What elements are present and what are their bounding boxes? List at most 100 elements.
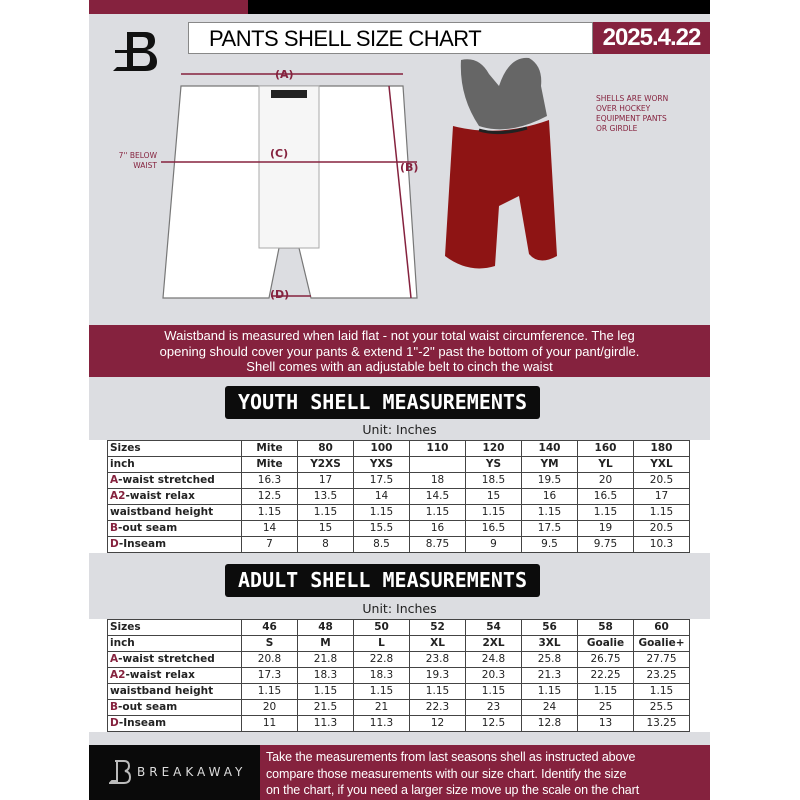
table-row: D-Inseam 11 11.3 11.3 12 12.5 12.8 13 13.25 [107,715,690,732]
measure-name: -waist relax [125,669,195,681]
table-cell: 11 [241,715,298,732]
table-cell: 23.25 [633,667,690,684]
table-row: waistband height 1.15 1.15 1.15 1.15 1.15 1.15… [107,683,690,700]
table-cell: 12.5 [465,715,522,732]
table-cell: 18.5 [465,472,522,489]
table-cell: 1.15 [409,504,466,521]
table-cell: 21 [353,699,410,716]
label-a: (A) [275,68,294,81]
table-row: inch Mite Y2XS YXS YS YM YL YXL [107,456,690,473]
measure-name: waistband height [110,685,214,697]
row-label: inch [107,456,242,473]
footer-line: on the chart, if you need a larger size … [266,783,640,797]
table-cell: 14 [353,488,410,505]
measure-code: A2 [110,669,126,681]
table-cell: 25.8 [521,651,578,668]
footer-brand: BREAKAWAY [89,745,260,800]
measure-name: inch [110,458,135,470]
table-cell: Mite [241,456,298,473]
row-label: A-waist stretched [107,651,242,668]
measure-name: -Inseam [118,717,167,729]
table-cell: 13.25 [633,715,690,732]
info-line: Shell comes with an adjustable belt to c… [246,359,553,374]
table-cell: 1.15 [353,683,410,700]
youth-table: Sizes Mite 80 100 110 120 140 160 180 inch Mite Y2X… [89,440,710,553]
table-cell: 100 [353,440,410,457]
table-cell: 22.3 [409,699,466,716]
measure-code: D [110,717,119,729]
table-row: A2-waist relax 17.3 18.3 18.3 19.3 20.3 21.3 22… [107,667,690,684]
table-cell: 60 [633,619,690,636]
table-cell: 15 [465,488,522,505]
info-band: Waistband is measured when laid flat - n… [89,325,710,377]
measure-name: -out seam [118,522,178,534]
table-cell: 11.3 [353,715,410,732]
table-cell: Goalie [577,635,634,652]
table-cell: 9 [465,536,522,553]
table-cell: Y2XS [297,456,354,473]
table-cell: 24 [521,699,578,716]
measure-code: A2 [110,490,126,502]
adult-table: Sizes 46 48 50 52 54 56 58 60 inch S M L XL 2XL 3XL Goal… [89,619,710,732]
label-c: (C) [270,147,289,160]
table-cell: 21.8 [297,651,354,668]
row-label: B-out seam [107,699,242,716]
table-cell: 15 [297,520,354,537]
measure-code: A [110,653,119,665]
table-cell: 20.8 [241,651,298,668]
label-d: (D) [270,288,290,301]
table-cell: 1.15 [297,504,354,521]
measure-name: -waist stretched [118,474,215,486]
table-cell: 110 [409,440,466,457]
table-cell: 1.15 [577,683,634,700]
table-cell: 27.75 [633,651,690,668]
table-cell: 3XL [521,635,578,652]
table-cell: 1.15 [633,683,690,700]
table-cell: 1.15 [409,683,466,700]
measure-code: B [110,701,119,713]
table-row: Sizes Mite 80 100 110 120 140 160 180 [107,440,690,457]
table-cell: 1.15 [577,504,634,521]
footer-line: compare those measurements with our size… [266,766,627,781]
table-cell: 13 [577,715,634,732]
table-cell: 17 [297,472,354,489]
table-cell: 12.8 [521,715,578,732]
row-label: A2-waist relax [107,667,242,684]
brand-logo [113,32,157,71]
table-cell: 1.15 [633,504,690,521]
table-cell: 14.5 [409,488,466,505]
table-row: inch S M L XL 2XL 3XL Goalie Goalie+ [107,635,690,652]
table-cell: 25.5 [633,699,690,716]
table-cell: 1.15 [241,683,298,700]
table-cell: 17.5 [521,520,578,537]
row-label: waistband height [107,683,242,700]
table-cell: 22.8 [353,651,410,668]
row-label: D-Inseam [107,536,242,553]
table-cell: YM [521,456,578,473]
table-cell: 16.5 [577,488,634,505]
table-cell: 18 [409,472,466,489]
table-cell: 54 [465,619,522,636]
table-cell: 12.5 [241,488,298,505]
table-cell: 20.3 [465,667,522,684]
measure-code: B [110,522,119,534]
table-row: waistband height 1.15 1.15 1.15 1.15 1.15 1.15… [107,504,690,521]
table-cell: L [353,635,410,652]
table-cell: 20 [577,472,634,489]
table-row: B-out seam 14 15 15.5 16 16.5 17.5 19 20.5 [107,520,690,537]
table-cell: 19.5 [521,472,578,489]
table-cell: 21.3 [521,667,578,684]
shell-note: SHELLS ARE WORN OVER HOCKEY EQUIPMENT PA… [596,94,668,134]
footer-brand-name: BREAKAWAY [137,765,247,779]
table-cell: 58 [577,619,634,636]
table-cell: 9.75 [577,536,634,553]
table-cell: YS [465,456,522,473]
note-line: SHELLS ARE WORN [596,94,669,103]
note-line: EQUIPMENT PANTS [596,114,667,123]
table-cell: Goalie+ [633,635,690,652]
label-b: (B) [400,161,419,174]
table-cell: 8.5 [353,536,410,553]
row-label: inch [107,635,242,652]
table-cell: 26.75 [577,651,634,668]
note-line: OVER HOCKEY [596,104,651,113]
